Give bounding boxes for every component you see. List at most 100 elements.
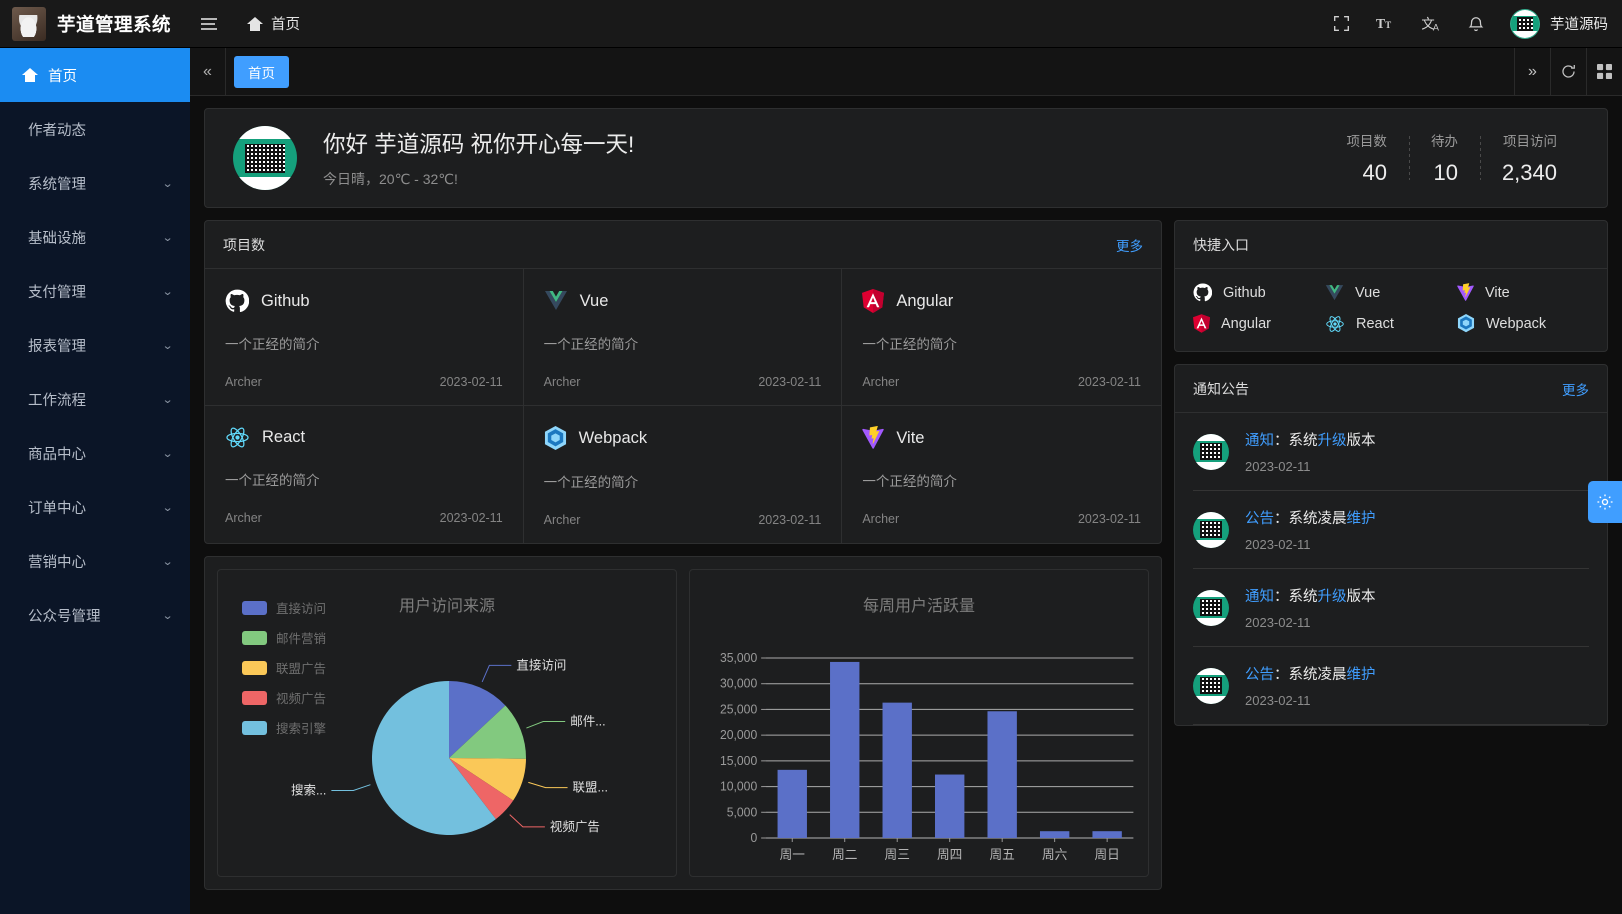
- sidebar-item-report[interactable]: 报表管理 ⌄: [0, 318, 190, 372]
- y-axis-tick: 35,000: [720, 651, 757, 665]
- notices-list: 通知：系统升级版本 2023-02-11 公告：系统凌晨维护 2023-02-1…: [1175, 413, 1607, 725]
- project-date: 2023-02-11: [439, 511, 503, 525]
- font-size-icon[interactable]: T T: [1376, 15, 1396, 32]
- sidebar-item-label: 营销中心: [28, 554, 86, 571]
- sidebar-item-pay[interactable]: 支付管理 ⌄: [0, 264, 190, 318]
- svg-text:T: T: [1385, 20, 1391, 30]
- menu-collapse-icon[interactable]: [201, 17, 221, 30]
- legend-item[interactable]: 直接访问: [242, 598, 326, 617]
- pie-chart-legend: 直接访问 邮件营销 联盟广告: [242, 598, 326, 737]
- project-card[interactable]: Angular 一个正经的简介 Archer 2023-02-11: [842, 269, 1161, 406]
- sidebar-item-system[interactable]: 系统管理 ⌄: [0, 156, 190, 210]
- vite-icon: [862, 426, 885, 450]
- quick-entry-react[interactable]: React: [1325, 314, 1457, 333]
- vite-icon: [1457, 283, 1474, 301]
- stat-value: 40: [1362, 160, 1387, 185]
- legend-item[interactable]: 联盟广告: [242, 658, 326, 677]
- legend-swatch: [242, 660, 267, 675]
- vue-icon: [544, 289, 568, 313]
- pie-slice-label: 视频广告: [550, 819, 600, 834]
- project-card[interactable]: React 一个正经的简介 Archer 2023-02-11: [205, 406, 524, 543]
- notices-more-link[interactable]: 更多: [1562, 382, 1589, 398]
- fullscreen-icon[interactable]: [1333, 15, 1350, 32]
- sidebar-item-marketing[interactable]: 营销中心 ⌄: [0, 534, 190, 588]
- bar: [777, 769, 807, 838]
- layout-grid-icon[interactable]: [1586, 48, 1622, 95]
- tab-home[interactable]: 首页: [234, 55, 289, 88]
- sidebar-item-infra[interactable]: 基础设施 ⌄: [0, 210, 190, 264]
- notice-item[interactable]: 通知：系统升级版本 2023-02-11: [1193, 569, 1589, 647]
- quick-entry-vue[interactable]: Vue: [1325, 283, 1457, 302]
- sidebar-item-order[interactable]: 订单中心 ⌄: [0, 480, 190, 534]
- stat-visits: 项目访问 2,340: [1479, 130, 1579, 186]
- project-date: 2023-02-11: [439, 375, 503, 389]
- notice-item[interactable]: 通知：系统升级版本 2023-02-11: [1193, 413, 1589, 491]
- tabs-scroll-left-icon[interactable]: «: [190, 48, 226, 95]
- chevron-down-icon: ⌄: [161, 555, 174, 568]
- stat-label: 待办: [1430, 134, 1458, 149]
- tabs-scroll-right-icon[interactable]: »: [1514, 48, 1550, 95]
- sidebar-item-workflow[interactable]: 工作流程 ⌄: [0, 372, 190, 426]
- brand[interactable]: 芋道管理系统: [12, 6, 171, 41]
- breadcrumb[interactable]: 首页: [247, 13, 300, 34]
- legend-label: 视频广告: [276, 692, 327, 706]
- stat-label: 项目访问: [1503, 134, 1557, 149]
- project-card[interactable]: Vite 一个正经的简介 Archer 2023-02-11: [842, 406, 1161, 543]
- notice-item[interactable]: 公告：系统凌晨维护 2023-02-11: [1193, 647, 1589, 725]
- sidebar-item-mp[interactable]: 公众号管理 ⌄: [0, 588, 190, 642]
- legend-label: 搜索引擎: [276, 722, 327, 736]
- header-actions: T T 文 A 芋道源码: [1333, 8, 1608, 39]
- x-axis-tick: 周一: [780, 847, 805, 862]
- quick-entry-angular[interactable]: Angular: [1193, 314, 1325, 333]
- sidebar-item-label: 报表管理: [28, 338, 86, 355]
- x-axis-tick: 周日: [1094, 847, 1119, 862]
- sidebar-item-product[interactable]: 商品中心 ⌄: [0, 426, 190, 480]
- sidebar-item-home[interactable]: 首页: [0, 48, 190, 102]
- pie-chart: 用户访问来源 直接访问 邮件营销: [217, 569, 677, 877]
- avatar: [1510, 8, 1540, 39]
- project-name: React: [262, 428, 306, 446]
- legend-swatch: [242, 630, 267, 645]
- notices-header: 通知公告 更多: [1175, 365, 1607, 413]
- project-card[interactable]: Github 一个正经的简介 Archer 2023-02-11: [205, 269, 524, 406]
- project-author: Archer: [225, 375, 262, 389]
- project-date: 2023-02-11: [1077, 375, 1141, 389]
- legend-item[interactable]: 视频广告: [242, 688, 326, 707]
- react-icon: [1326, 315, 1344, 332]
- notification-bell-icon[interactable]: [1468, 15, 1484, 33]
- notice-date: 2023-02-11: [1245, 693, 1311, 708]
- notice-item[interactable]: 公告：系统凌晨维护 2023-02-11: [1193, 491, 1589, 569]
- sidebar-item-label: 公众号管理: [28, 608, 101, 625]
- pie-slice-label: 联盟...: [573, 781, 608, 795]
- top-header: 芋道管理系统 首页 T T 文 A: [0, 0, 1622, 48]
- x-axis-tick: 周五: [990, 847, 1015, 862]
- project-card[interactable]: Webpack 一个正经的简介 Archer 2023-02-11: [524, 406, 843, 543]
- project-name: Webpack: [578, 429, 648, 447]
- quick-entry-vite[interactable]: Vite: [1457, 283, 1589, 302]
- quick-entry-label: Webpack: [1486, 315, 1547, 332]
- content-scroll: 你好 芋道源码 祝你开心每一天! 今日晴，20℃ - 32℃! 项目数 40 待…: [190, 96, 1622, 914]
- notice-title: 公告：系统凌晨维护: [1245, 511, 1376, 527]
- quick-entry-label: Angular: [1221, 315, 1271, 332]
- project-desc: 一个正经的简介: [225, 337, 320, 352]
- settings-fab-button[interactable]: [1588, 481, 1622, 523]
- project-card[interactable]: Vue 一个正经的简介 Archer 2023-02-11: [523, 269, 843, 406]
- webpack-icon: [1457, 314, 1475, 333]
- chevron-down-icon: ⌄: [161, 501, 174, 514]
- quick-entry-github[interactable]: Github: [1193, 283, 1325, 302]
- chevron-down-icon: ⌄: [161, 339, 174, 352]
- quick-entry-webpack[interactable]: Webpack: [1457, 314, 1589, 333]
- panel-title: 快捷入口: [1193, 236, 1249, 253]
- projects-more-link[interactable]: 更多: [1116, 238, 1143, 254]
- welcome-avatar: [233, 126, 297, 190]
- notice-title: 通知：系统升级版本: [1245, 589, 1376, 605]
- user-menu[interactable]: 芋道源码: [1510, 8, 1608, 39]
- translate-icon[interactable]: 文 A: [1422, 15, 1442, 33]
- legend-item[interactable]: 邮件营销: [242, 628, 326, 647]
- sidebar-item-author-news[interactable]: 作者动态: [0, 102, 190, 156]
- pie-slice-label: 搜索...: [291, 782, 326, 797]
- refresh-icon[interactable]: [1550, 48, 1586, 95]
- project-author: Archer: [543, 375, 581, 389]
- notice-date: 2023-02-11: [1245, 459, 1311, 474]
- legend-item[interactable]: 搜索引擎: [242, 718, 326, 737]
